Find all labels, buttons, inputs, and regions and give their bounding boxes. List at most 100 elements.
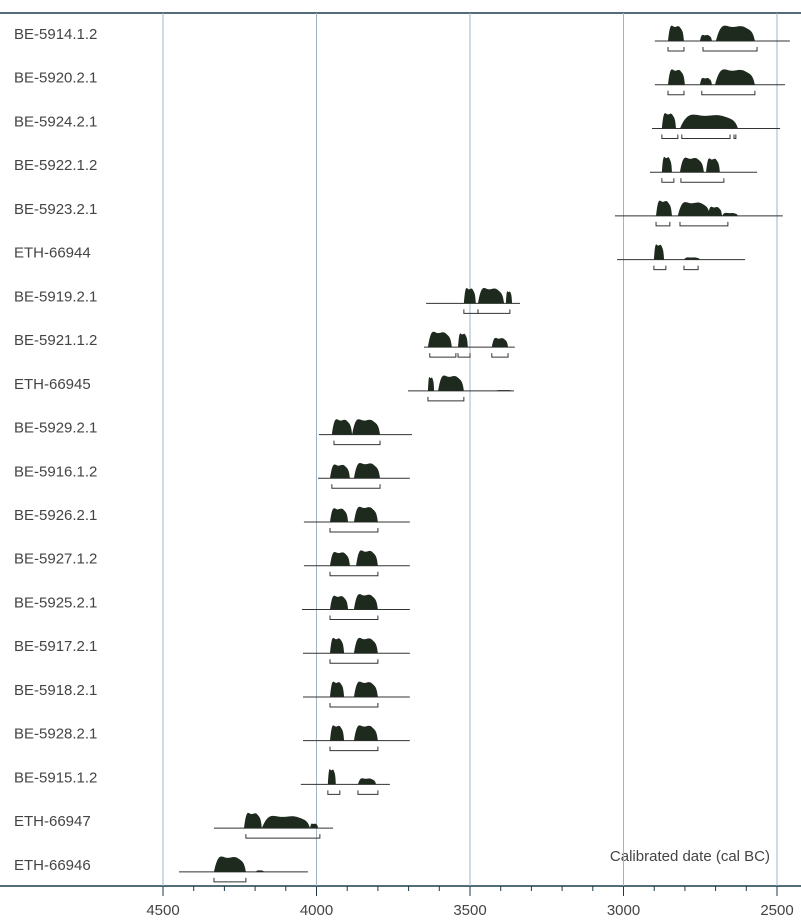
sample-label: ETH-66944 — [14, 245, 91, 262]
density — [353, 681, 378, 697]
density — [427, 377, 435, 391]
density — [706, 158, 720, 173]
hpd-range — [653, 265, 667, 271]
hpd-range — [457, 353, 471, 358]
density — [310, 823, 319, 829]
hpd-range — [329, 615, 379, 620]
density — [438, 375, 464, 391]
sample-label: BE-5920.2.1 — [14, 70, 97, 87]
hpd-range — [667, 47, 685, 52]
sample-label: BE-5915.1.2 — [14, 769, 97, 786]
density — [357, 778, 377, 785]
hpd-range — [333, 440, 381, 446]
sample-label: ETH-66947 — [14, 813, 91, 830]
hpd-range — [683, 265, 699, 271]
density — [714, 69, 755, 85]
density — [699, 34, 712, 41]
density — [656, 200, 673, 216]
hpd-range — [357, 790, 379, 795]
sample-label: ETH-66946 — [14, 857, 91, 874]
hpd-range — [701, 90, 756, 96]
hpd-range — [429, 353, 457, 358]
density — [683, 257, 700, 260]
density — [707, 206, 723, 216]
hpd-range — [329, 659, 379, 664]
density — [330, 681, 345, 697]
density — [463, 288, 476, 304]
x-axis-label: Calibrated date (cal BC) — [610, 848, 770, 865]
hpd-range — [661, 178, 675, 183]
x-tick-label: 3500 — [453, 902, 486, 919]
density — [427, 331, 452, 348]
sample-label: BE-5916.1.2 — [14, 463, 97, 480]
sample-label: BE-5921.1.2 — [14, 332, 97, 349]
density — [491, 337, 509, 348]
hpd-range — [329, 746, 379, 752]
hpd-range — [329, 571, 379, 577]
density — [353, 462, 381, 479]
hpd-range — [245, 834, 321, 839]
hpd-range — [702, 47, 758, 52]
x-tick-label: 3000 — [607, 902, 640, 919]
density — [679, 114, 739, 129]
density — [715, 25, 755, 41]
hpd-range — [463, 309, 479, 314]
hpd-range — [679, 221, 729, 227]
density — [661, 156, 673, 173]
density — [677, 202, 711, 216]
density — [661, 113, 676, 129]
density — [330, 637, 345, 654]
sample-label: BE-5926.2.1 — [14, 507, 97, 524]
density — [653, 244, 665, 260]
sample-label: BE-5917.2.1 — [14, 638, 97, 655]
hpd-range — [680, 178, 725, 183]
sample-label: BE-5923.2.1 — [14, 201, 97, 218]
sample-label: BE-5924.2.1 — [14, 113, 97, 130]
density — [244, 812, 262, 829]
density — [699, 77, 712, 85]
sample-label: BE-5927.1.2 — [14, 551, 97, 568]
density — [330, 464, 350, 479]
hpd-range — [667, 90, 685, 96]
hpd-range — [681, 134, 731, 139]
density — [505, 291, 513, 304]
density — [668, 69, 685, 85]
density — [679, 157, 704, 173]
density — [353, 637, 378, 654]
density — [495, 390, 513, 391]
sample-label: ETH-66945 — [14, 376, 91, 393]
density — [261, 815, 311, 829]
sample-label: BE-5919.2.1 — [14, 288, 97, 305]
x-tick-label: 2500 — [760, 902, 793, 919]
hpd-range — [329, 702, 379, 708]
density — [458, 333, 468, 348]
sample-label: BE-5925.2.1 — [14, 594, 97, 611]
density — [352, 419, 381, 435]
density — [330, 725, 345, 741]
hpd-range — [655, 221, 671, 227]
x-tick-label: 4500 — [146, 902, 179, 919]
density — [327, 769, 336, 785]
sample-label: BE-5929.2.1 — [14, 420, 97, 437]
density — [353, 725, 378, 741]
sample-label: BE-5922.1.2 — [14, 157, 97, 174]
density — [353, 506, 378, 523]
density — [353, 594, 378, 610]
x-tick-label: 4000 — [300, 902, 333, 919]
hpd-range — [477, 309, 511, 314]
density — [722, 212, 739, 216]
hpd-range — [331, 484, 381, 489]
density — [256, 870, 265, 872]
density — [330, 595, 349, 610]
hpd-range — [213, 877, 247, 883]
hpd-range — [327, 790, 341, 795]
hpd-range — [661, 134, 679, 139]
density — [213, 856, 246, 872]
density — [331, 419, 353, 435]
hpd-range — [491, 353, 509, 358]
density — [330, 551, 350, 566]
density — [668, 25, 684, 41]
sample-label: BE-5918.2.1 — [14, 682, 97, 699]
sample-label: BE-5928.2.1 — [14, 726, 97, 743]
